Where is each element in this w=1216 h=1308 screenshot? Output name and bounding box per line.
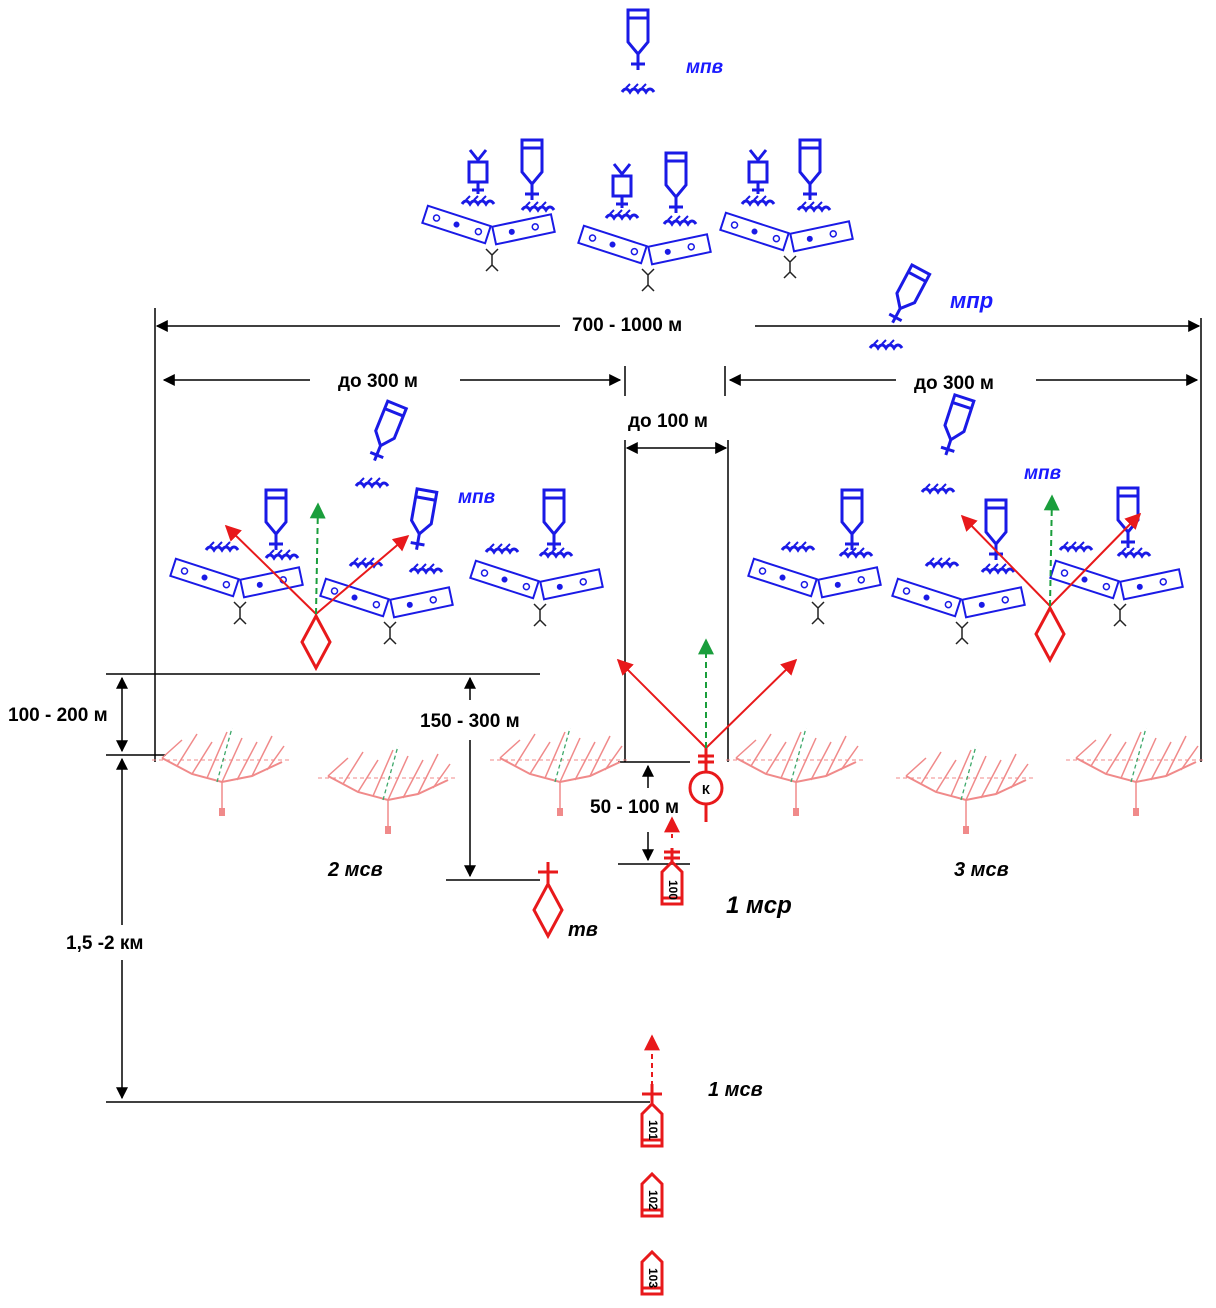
friendly-tank-reserve	[532, 862, 564, 938]
command-post-label: К	[702, 782, 710, 797]
svg-text:102: 102	[646, 1190, 660, 1210]
dim-tank-depth: 150 - 300 м	[420, 711, 520, 732]
dim-column-depth: 1,5 -2 км	[66, 933, 144, 954]
friendly-label-1-msv: 1 мсв	[708, 1079, 763, 1101]
dimension-lines	[106, 308, 1202, 1103]
enemy-reserve-infantry-icon	[868, 338, 904, 350]
dim-flank-right: до 300 м	[914, 373, 994, 394]
friendly-label-2-msv: 2 мсв	[328, 859, 383, 881]
enemy-label-left-group: мпв	[458, 487, 496, 508]
enemy-label-right-group: мпв	[1024, 463, 1062, 484]
dim-flank-left: до 300 м	[338, 371, 418, 392]
svg-text:101: 101	[646, 1120, 660, 1140]
friendly-line-3-msv-a	[895, 745, 1037, 835]
enemy-reserve-vehicle-icon	[882, 263, 932, 329]
dim-near-depth: 100 - 200 м	[8, 705, 108, 726]
friendly-label-tank: тв	[568, 919, 598, 941]
dim-command-depth: 50 - 100 м	[590, 797, 680, 818]
enemy-strongpoint-left	[421, 138, 556, 272]
enemy-group-left	[169, 399, 604, 645]
svg-text:103: 103	[646, 1268, 660, 1288]
enemy-strongpoint-right	[719, 138, 854, 279]
command-post-circle-icon	[616, 638, 798, 822]
friendly-tank-right	[960, 494, 1142, 662]
friendly-tank-left	[224, 502, 410, 670]
friendly-label-company: 1 мср	[726, 892, 792, 919]
enemy-strongpoint-center	[577, 151, 712, 292]
enemy-top-vehicle-icon	[620, 8, 656, 94]
friendly-line-1-msv-b	[725, 727, 867, 817]
dim-total-width: 700 - 1000 м	[572, 315, 683, 336]
dim-center-gap: до 100 м	[628, 411, 708, 432]
friendly-column: 101 102 103	[640, 1034, 664, 1296]
friendly-label-3-msv: 3 мсв	[954, 859, 1009, 881]
friendly-line-2-msv-b	[317, 745, 459, 835]
friendly-line-3-msv-b	[1065, 727, 1207, 817]
svg-text:100: 100	[666, 880, 680, 900]
enemy-label-reserve: мпр	[950, 288, 994, 313]
friendly-vehicle-100: 100	[660, 816, 684, 906]
enemy-label-top: мпв	[686, 57, 724, 78]
friendly-line-2-msv-a	[151, 727, 293, 817]
